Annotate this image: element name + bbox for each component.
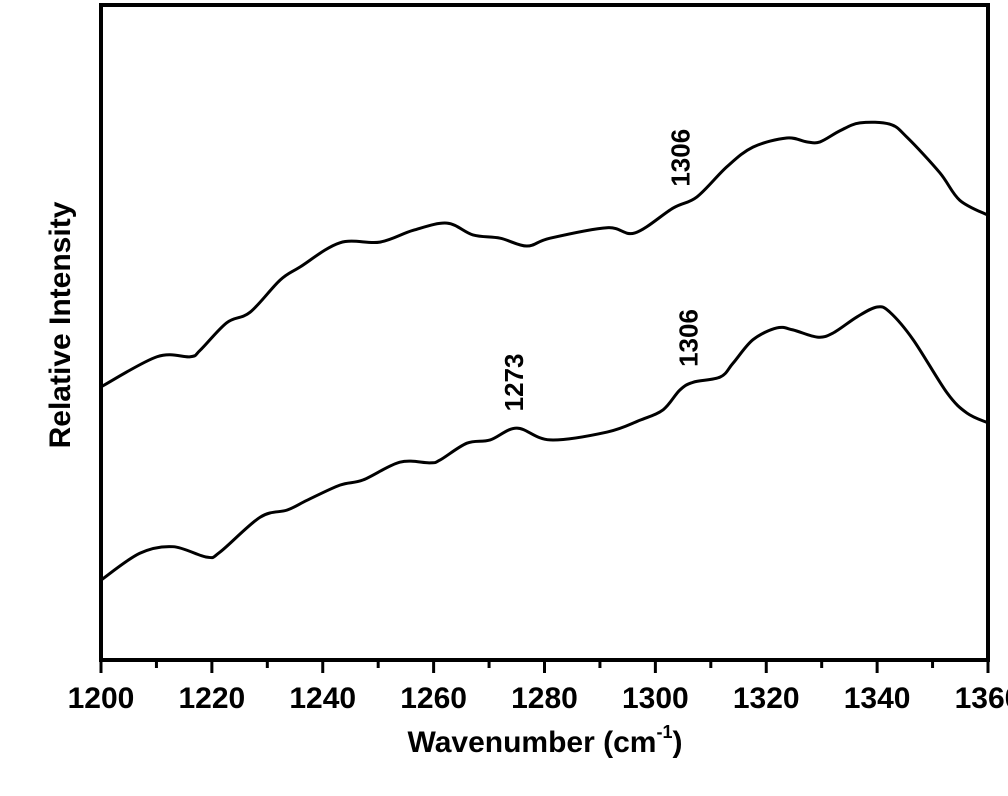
x-tick-label: 1280 bbox=[511, 682, 578, 715]
x-tick-label: 1300 bbox=[622, 682, 689, 715]
spectrum-line-1 bbox=[100, 120, 989, 389]
plot-frame bbox=[99, 3, 990, 662]
x-tick-label: 1360 bbox=[955, 682, 1008, 715]
x-tick-label: 1340 bbox=[844, 682, 911, 715]
x-tick-label: 1240 bbox=[289, 682, 356, 715]
x-tick-label: 1260 bbox=[400, 682, 467, 715]
annotations: 1306 1273 1306 bbox=[499, 129, 704, 412]
x-axis-title: Wavenumber (cm-1) bbox=[408, 722, 683, 759]
x-axis-ticks bbox=[99, 660, 990, 673]
peak-annotation: 1306 bbox=[665, 129, 695, 187]
curves bbox=[100, 120, 989, 582]
x-tick-label: 1320 bbox=[733, 682, 800, 715]
spectrum-line-2 bbox=[100, 305, 989, 582]
x-tick-label: 1200 bbox=[68, 682, 135, 715]
y-axis-title: Relative Intensity bbox=[44, 201, 77, 448]
x-axis-tick-labels: 1200 1220 1240 1260 1280 1300 1320 1340 1360 bbox=[68, 682, 1008, 715]
peak-annotation: 1306 bbox=[674, 309, 704, 367]
x-tick-label: 1220 bbox=[179, 682, 246, 715]
peak-annotation: 1273 bbox=[499, 354, 529, 412]
